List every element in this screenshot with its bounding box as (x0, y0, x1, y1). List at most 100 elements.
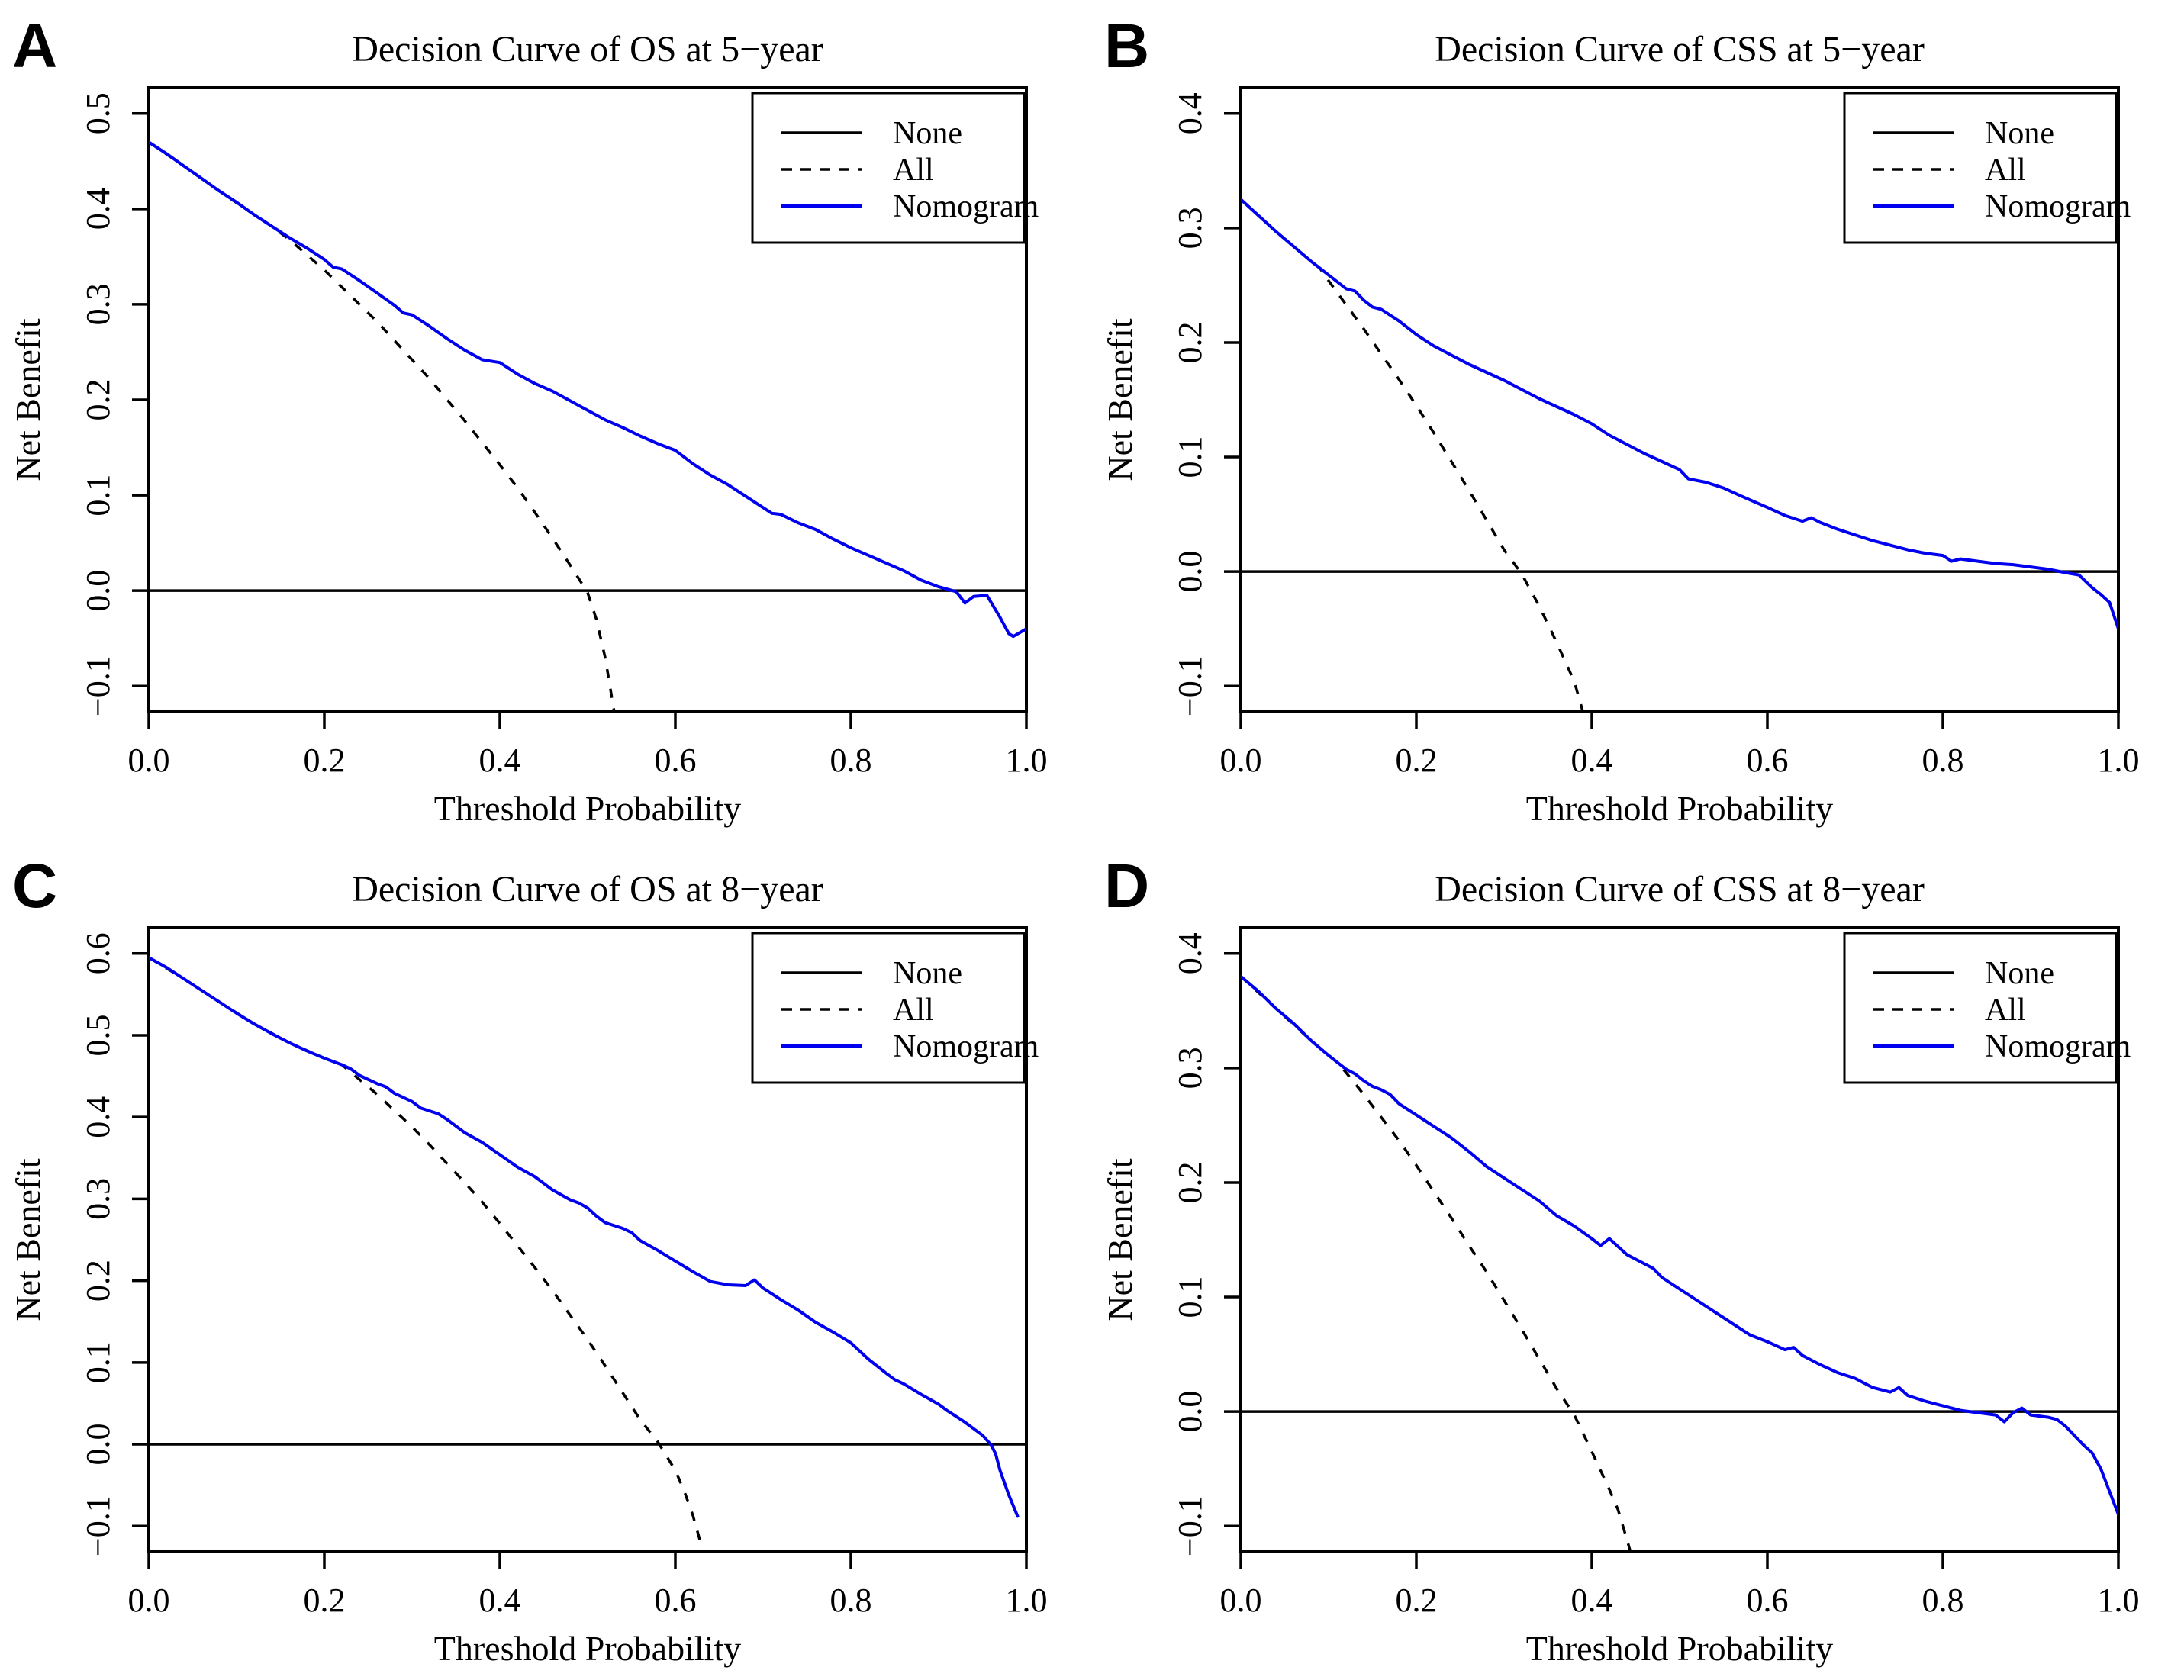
y-axis-label: Net Benefit (8, 1158, 47, 1321)
y-tick-label: 0.0 (79, 570, 117, 612)
panel-C: C Decision Curve of OS at 8−year 0.0 0.2 0.4… (0, 840, 1092, 1680)
panel-letter-C: C (12, 851, 57, 921)
x-tick-label: 0.0 (128, 1582, 170, 1619)
legend-label-none: None (893, 116, 962, 151)
x-axis-label: Threshold Probability (1526, 1629, 1833, 1668)
panel-A: A Decision Curve of OS at 5−year 0.0 0.2 0.4… (0, 0, 1092, 840)
nomogram-curve (1241, 974, 2118, 1517)
nomogram-curve (149, 956, 1020, 1518)
x-tick-label: 0.2 (1396, 1582, 1438, 1619)
legend-label-none: None (1985, 956, 2054, 991)
x-axis-label: Threshold Probability (434, 1629, 741, 1668)
y-tick-label: 0.1 (1171, 436, 1209, 478)
legend-label-nomogram: Nomogram (893, 189, 1039, 224)
y-axis-label: Net Benefit (1100, 1158, 1139, 1321)
panel-B: B Decision Curve of CSS at 5−year 0.0 0.2 0.… (1092, 0, 2184, 840)
y-tick-label: 0.2 (79, 379, 117, 421)
legend-box (1843, 932, 2118, 1084)
y-tick-label: 0.0 (1171, 1391, 1209, 1433)
all-curve (1241, 198, 1585, 712)
x-tick-label: 0.0 (1220, 1582, 1262, 1619)
legend-label-none: None (1985, 116, 2054, 151)
panel-title: Decision Curve of OS at 8−year (352, 869, 823, 909)
legend-label-all: All (1985, 993, 2026, 1028)
y-tick-label: 0.3 (1171, 207, 1209, 249)
x-tick-label: 0.8 (1922, 742, 1964, 779)
all-curve (149, 140, 616, 710)
x-tick-label: 0.8 (830, 742, 872, 779)
y-tick-label: 0.4 (79, 1096, 117, 1138)
x-tick-label: 0.4 (1571, 742, 1613, 779)
y-tick-label: 0.5 (79, 1015, 117, 1057)
y-tick-label: 0.6 (79, 932, 117, 974)
nomogram-curve (1241, 198, 2118, 631)
panel-D-chart: D Decision Curve of CSS at 8−year 0.0 0.2 0.… (1100, 851, 2140, 1668)
x-axis-label: Threshold Probability (1526, 789, 1833, 828)
all-curve (1241, 975, 1632, 1552)
x-tick-label: 0.6 (655, 1582, 697, 1619)
x-tick-label: 1.0 (2098, 1582, 2140, 1619)
x-tick-label: 0.6 (1747, 1582, 1789, 1619)
x-tick-label: 0.4 (1571, 1582, 1613, 1619)
plot-box (147, 926, 1028, 1553)
x-tick-label: 0.0 (1220, 742, 1262, 779)
panel-letter-D: D (1104, 851, 1149, 921)
legend-label-none: None (893, 956, 962, 991)
panel-title: Decision Curve of CSS at 8−year (1435, 869, 1925, 909)
x-tick-label: 0.2 (304, 742, 346, 779)
legend-label-all: All (1985, 153, 2026, 188)
panel-letter-A: A (12, 11, 57, 81)
y-tick-label: 0.0 (1171, 551, 1209, 593)
y-tick-label: 0.5 (79, 92, 117, 134)
y-axis-label: Net Benefit (8, 318, 47, 481)
x-tick-label: 0.4 (479, 742, 521, 779)
legend-label-nomogram: Nomogram (1985, 1029, 2131, 1064)
panel-title: Decision Curve of OS at 5−year (352, 29, 823, 69)
x-tick-label: 0.0 (128, 742, 170, 779)
x-axis-label: Threshold Probability (434, 789, 741, 828)
x-tick-label: 1.0 (1006, 1582, 1048, 1619)
panel-D: D Decision Curve of CSS at 8−year 0.0 0.2 0.… (1092, 840, 2184, 1680)
y-tick-label: 0.4 (1171, 92, 1209, 134)
y-tick-label: 0.2 (1171, 1162, 1209, 1204)
x-tick-label: 0.4 (479, 1582, 521, 1619)
legend-label-all: All (893, 993, 934, 1028)
all-curve (149, 956, 704, 1547)
legend-box (1843, 92, 2118, 244)
y-tick-label: 0.3 (79, 283, 117, 325)
y-tick-label: 0.2 (79, 1260, 117, 1302)
panel-title: Decision Curve of CSS at 5−year (1435, 29, 1925, 69)
y-tick-label: 0.1 (79, 1341, 117, 1383)
plot-box (1239, 926, 2120, 1553)
y-tick-label: −0.1 (1171, 1495, 1209, 1556)
x-tick-label: 0.8 (1922, 1582, 1964, 1619)
legend-label-nomogram: Nomogram (893, 1029, 1039, 1064)
legend-box (751, 92, 1026, 244)
y-tick-label: 0.0 (79, 1424, 117, 1466)
y-tick-label: 0.4 (1171, 932, 1209, 974)
y-tick-label: 0.3 (1171, 1047, 1209, 1089)
panel-letter-B: B (1104, 11, 1149, 81)
y-tick-label: 0.2 (1171, 322, 1209, 364)
panel-A-chart: A Decision Curve of OS at 5−year 0.0 0.2 0.4… (8, 11, 1048, 828)
x-tick-label: 0.6 (655, 742, 697, 779)
y-tick-label: −0.1 (79, 655, 117, 716)
legend-box (751, 932, 1026, 1084)
plot-box (1239, 86, 2120, 713)
y-tick-label: 0.4 (79, 188, 117, 230)
x-tick-label: 1.0 (2098, 742, 2140, 779)
panel-B-chart: B Decision Curve of CSS at 5−year 0.0 0.2 0.… (1100, 11, 2140, 828)
nomogram-curve (149, 140, 1026, 639)
y-tick-label: −0.1 (1171, 655, 1209, 716)
x-tick-label: 0.2 (304, 1582, 346, 1619)
y-tick-label: −0.1 (79, 1495, 117, 1556)
y-tick-label: 0.1 (1171, 1276, 1209, 1318)
x-tick-label: 1.0 (1006, 742, 1048, 779)
y-axis-label: Net Benefit (1100, 318, 1139, 481)
x-tick-label: 0.2 (1396, 742, 1438, 779)
legend-label-nomogram: Nomogram (1985, 189, 2131, 224)
y-tick-label: 0.1 (79, 475, 117, 517)
x-tick-label: 0.6 (1747, 742, 1789, 779)
panel-C-chart: C Decision Curve of OS at 8−year 0.0 0.2 0.4… (8, 851, 1048, 1668)
